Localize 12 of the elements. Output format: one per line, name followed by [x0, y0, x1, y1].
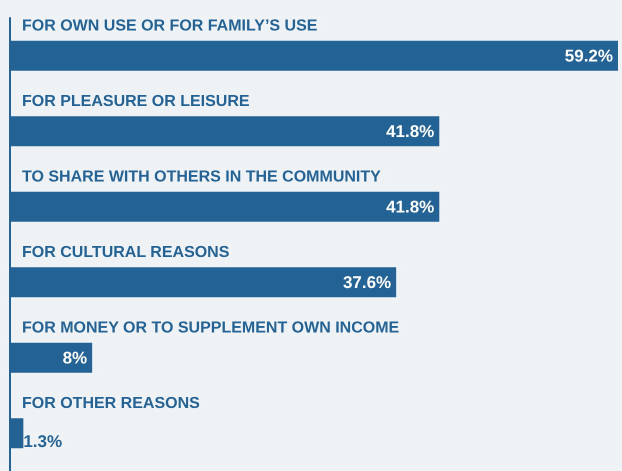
- y-tick-label: FOR MONEY OR TO SUPPLEMENT OWN INCOME: [22, 319, 400, 336]
- data-label: 37.6%: [342, 272, 392, 292]
- y-tick-label: TO SHARE WITH OTHERS IN THE COMMUNITY: [22, 168, 382, 186]
- y-tick-label: FOR OWN USE OR FOR FAMILY’S USE: [22, 17, 318, 34]
- y-tick-label: FOR PLEASURE OR LEISURE: [22, 92, 250, 110]
- data-label: 59.2%: [564, 46, 613, 66]
- y-tick-label: FOR CULTURAL REASONS: [22, 244, 230, 261]
- y-tick-label: FOR OTHER REASONS: [22, 394, 200, 412]
- data-label: 1.3%: [23, 432, 62, 451]
- data-label: 8%: [62, 348, 88, 368]
- data-label: 41.8%: [386, 197, 434, 216]
- data-label: 41.8%: [386, 122, 434, 141]
